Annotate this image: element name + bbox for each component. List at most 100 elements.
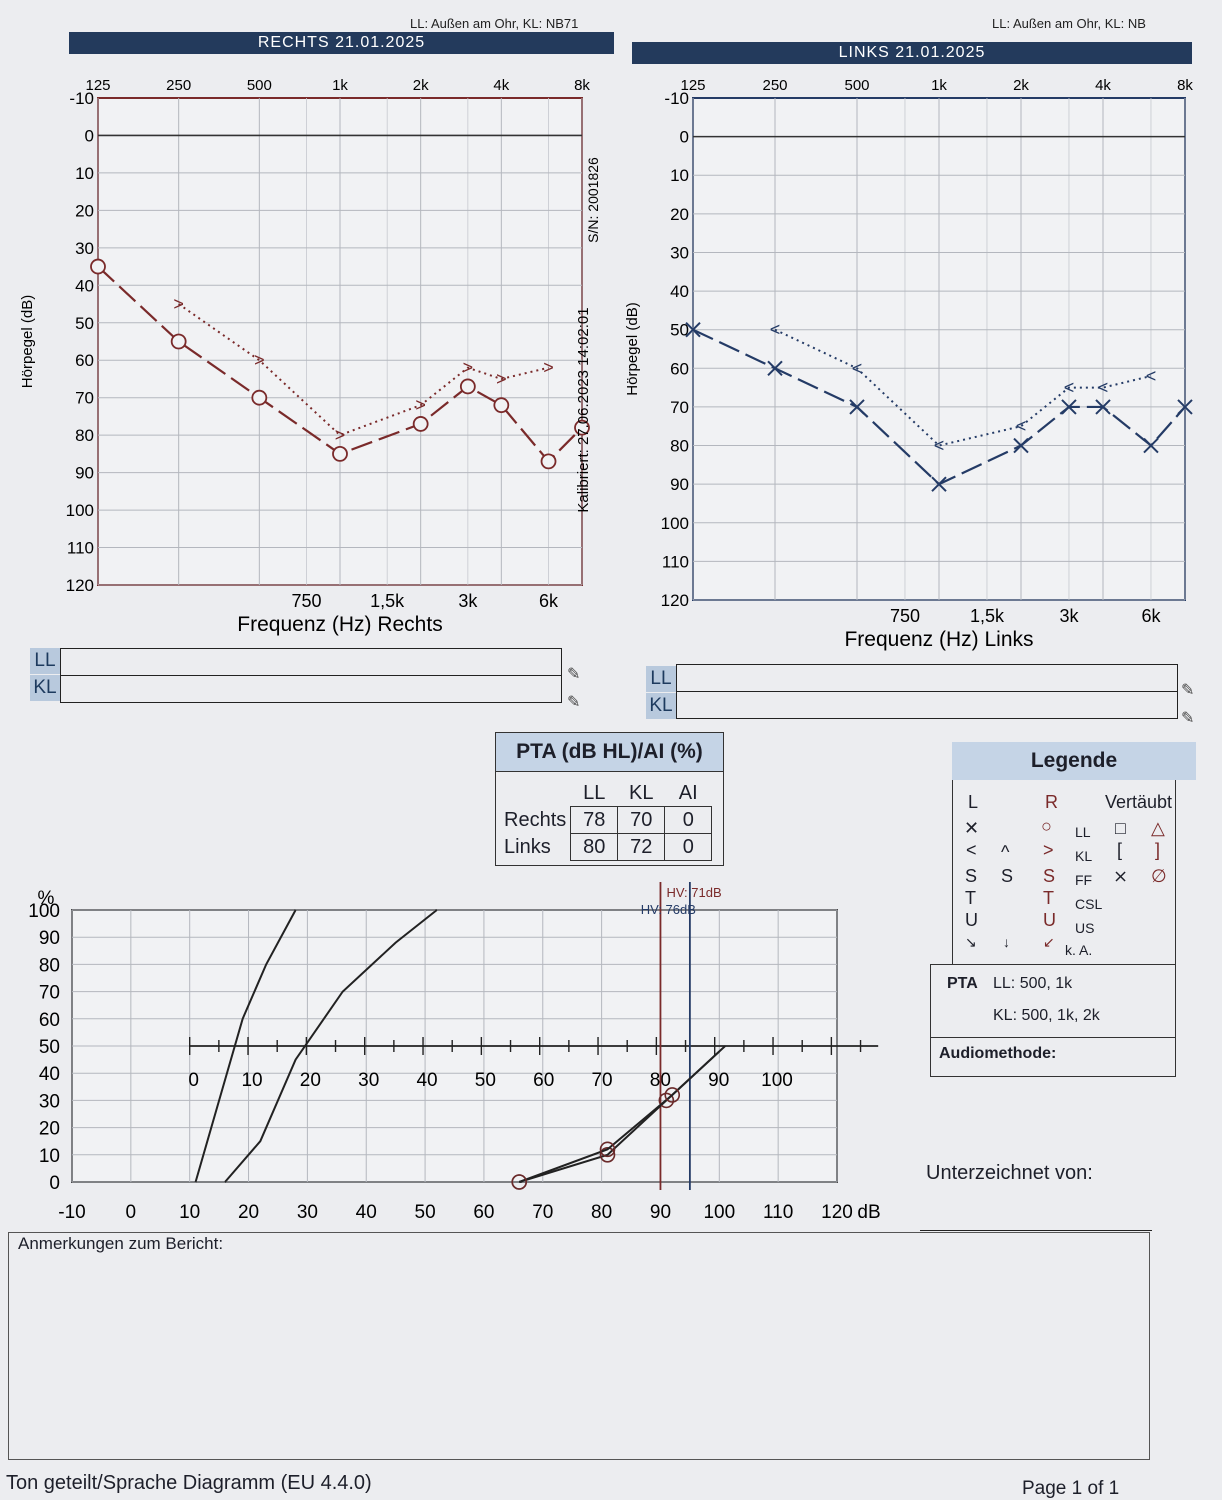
legend-square-icon: □ <box>1115 818 1126 838</box>
speech-x-tick-label: -10 <box>58 1202 85 1223</box>
legend-arrow-down-icon: ↓ <box>1003 934 1010 950</box>
legend-arrow-down-left-icon: ↙ <box>1043 934 1055 950</box>
db-tick-label: 110 <box>662 552 689 571</box>
speech-axis-label: 90 <box>708 1070 729 1091</box>
freq-minor-tick-label: 750 <box>291 591 321 611</box>
freq-tick-label: 8k <box>574 77 590 94</box>
kl-marker: < <box>1146 366 1157 386</box>
kl-marker: < <box>934 436 945 456</box>
db-tick-label: 0 <box>85 126 94 145</box>
db-tick-label: 40 <box>670 282 689 301</box>
left-summary-box <box>676 664 1178 719</box>
legend-less-than-icon: < <box>966 840 977 860</box>
left-audiogram-chart: 125 250 500 1k 2k 4k 8k 750 1,5k 3k 6k -10 0 10 20 30 40… <box>624 77 1193 651</box>
ll-marker <box>90 258 106 275</box>
db-tick-label: 20 <box>670 205 689 224</box>
right-ll-edit-icon[interactable]: ✎ <box>567 666 581 683</box>
db-tick-label: 10 <box>670 166 689 185</box>
speech-chart: -10 0 10 20 30 40 50 60 70 80 90 100 110 120 dB0102030… <box>28 882 881 1223</box>
calibration-date: Kalibriert: 27.06.2023 14:02:01 <box>575 307 592 512</box>
legend-u-right-icon: U <box>1043 910 1056 930</box>
speech-x-unit: dB <box>857 1202 880 1223</box>
ll-marker <box>1061 399 1077 415</box>
footer-left: Ton geteilt/Sprache Diagramm (EU 4.4.0) <box>6 1472 372 1494</box>
kl-marker: < <box>852 358 863 378</box>
x-axis-label: Frequenz (Hz) Rechts <box>237 613 442 636</box>
ll-marker <box>1013 437 1029 454</box>
left-kl-edit-icon[interactable]: ✎ <box>1181 710 1195 727</box>
speech-axis-label: 50 <box>475 1070 496 1091</box>
right-audiogram-title: RECHTS 21.01.2025 <box>69 32 614 54</box>
freq-tick-label: 500 <box>247 77 272 94</box>
speech-x-tick-label: 80 <box>591 1202 612 1223</box>
freq-tick-label: 125 <box>85 77 110 94</box>
speech-x-tick-label: 0 <box>126 1202 137 1223</box>
speech-point-marker <box>599 1146 616 1163</box>
ll-marker <box>767 360 783 377</box>
speech-y-tick-label: 10 <box>39 1146 60 1167</box>
right-summary-box <box>60 648 562 703</box>
speech-point-marker <box>511 1174 528 1190</box>
kl-marker: > <box>173 294 184 314</box>
speech-x-tick-label: 10 <box>179 1202 200 1223</box>
freq-tick-label: 500 <box>844 77 869 94</box>
speech-y-tick-label: 70 <box>39 983 60 1004</box>
speech-y-unit: % <box>38 888 55 909</box>
remarks-title: Anmerkungen zum Bericht: <box>18 1234 224 1253</box>
legend-pta-kl: KL: 500, 1k, 2k <box>993 1007 1100 1024</box>
right-kl-edit-icon[interactable]: ✎ <box>567 694 581 711</box>
freq-tick-label: 4k <box>1095 77 1111 94</box>
legend-col-right: R <box>1045 792 1058 812</box>
freq-tick-label: 2k <box>1013 77 1029 94</box>
right-kl-tag: KL <box>30 675 60 701</box>
hv-marker-label: HV: 76dB <box>641 902 696 917</box>
db-tick-label: 100 <box>661 514 689 533</box>
freq-tick-label: 250 <box>762 77 787 94</box>
legend-triangle-icon: △ <box>1151 818 1165 838</box>
legend-pta-ll: LL: 500, 1k <box>993 975 1073 992</box>
pta-cell: 0 <box>664 833 713 861</box>
legend-row-csl: CSL <box>1075 896 1103 912</box>
legend-slashed-circle-icon: ∅ <box>1151 866 1167 886</box>
speech-point-marker <box>658 1092 675 1109</box>
speech-x-tick-label: 110 <box>763 1202 793 1223</box>
remarks-box[interactable] <box>8 1232 1150 1460</box>
y-axis-label: Hörpegel (dB) <box>19 295 36 388</box>
signature-line[interactable] <box>920 1230 1152 1231</box>
legend-pta-box: PTA LL: 500, 1k KL: 500, 1k, 2k <box>930 964 1176 1038</box>
legend-t-right-icon: T <box>1043 888 1054 908</box>
db-tick-label: 50 <box>670 321 689 340</box>
db-tick-label: -10 <box>664 89 689 108</box>
speech-x-tick-label: 20 <box>238 1202 259 1223</box>
legend-row-us: US <box>1075 920 1095 936</box>
legend-row-ll: LL <box>1075 824 1091 840</box>
speech-x-tick-label: 90 <box>650 1202 671 1223</box>
freq-tick-label: 2k <box>413 77 429 94</box>
speech-axis-label: 60 <box>533 1070 554 1091</box>
freq-minor-tick-label: 6k <box>539 591 559 611</box>
legend-s-icon: S <box>965 866 978 886</box>
legend-col-left: L <box>968 792 979 812</box>
legend-cross-hatch-icon: ⨯ <box>1113 866 1129 886</box>
legend-pta-label: PTA <box>947 975 978 992</box>
speech-x-tick-label: 70 <box>532 1202 553 1223</box>
speech-y-tick-label: 50 <box>39 1037 60 1058</box>
pta-table: PTA (dB HL)/AI (%) LL KL AI Rechts 78 70… <box>495 732 724 866</box>
pta-col-kl: KL <box>629 781 654 804</box>
speech-curve <box>224 909 438 1183</box>
speech-x-tick-label: 50 <box>415 1202 436 1223</box>
legend-circle-icon: ○ <box>1041 816 1052 836</box>
speech-y-tick-label: 40 <box>39 1064 60 1085</box>
db-tick-label: 30 <box>75 239 94 258</box>
db-tick-label: 60 <box>75 351 94 370</box>
ll-marker <box>412 416 429 432</box>
left-ll-edit-icon[interactable]: ✎ <box>1181 682 1195 699</box>
db-tick-label: 70 <box>670 398 689 417</box>
kl-marker: > <box>463 358 474 378</box>
speech-axis-label: 0 <box>188 1070 199 1091</box>
legend-s-both-icon: S <box>1001 866 1014 886</box>
speech-y-tick-label: 30 <box>39 1091 60 1112</box>
speech-axis-label: 10 <box>241 1070 262 1091</box>
legend-row-no-response: k. A. <box>1065 942 1093 958</box>
ll-marker <box>1177 399 1193 415</box>
